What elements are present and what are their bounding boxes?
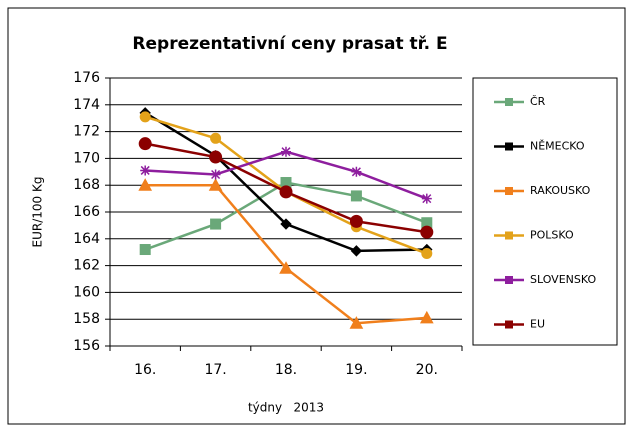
legend-swatch [505, 187, 513, 195]
y-tick-label: 170 [73, 150, 100, 166]
marker [209, 150, 223, 164]
marker [138, 137, 152, 151]
legend-label: SLOVENSKO [530, 273, 596, 286]
x-tick-label: 19. [345, 362, 367, 378]
x-tick-label: 17. [204, 362, 226, 378]
chart-title: Reprezentativní ceny prasat tř. E [132, 34, 447, 54]
legend-label: RAKOUSKO [530, 184, 591, 197]
legend-label: POLSKO [530, 229, 574, 242]
legend-swatch [505, 320, 513, 329]
marker [420, 225, 434, 239]
marker [350, 190, 362, 202]
marker [421, 193, 432, 204]
marker [139, 111, 151, 123]
legend-swatch [505, 98, 513, 106]
marker [140, 165, 151, 176]
marker [281, 146, 291, 157]
legend-swatch [505, 231, 513, 240]
marker [138, 178, 153, 191]
legend-box [472, 77, 618, 346]
marker [210, 132, 222, 144]
legend-label: EU [530, 318, 545, 331]
y-tick-label: 162 [73, 258, 100, 274]
marker [139, 244, 151, 256]
y-tick-label: 166 [73, 204, 100, 220]
x-tick-label: 16. [134, 362, 156, 378]
legend-swatch [505, 142, 513, 151]
y-tick-label: 158 [73, 311, 100, 327]
marker [421, 248, 433, 260]
y-tick-label: 176 [73, 70, 100, 86]
marker [419, 310, 434, 324]
marker [349, 214, 363, 228]
y-tick-label: 174 [73, 97, 100, 113]
marker [351, 166, 362, 177]
legend-swatch [505, 276, 513, 284]
marker [280, 218, 292, 230]
y-tick-label: 172 [73, 124, 100, 140]
marker [349, 316, 364, 329]
y-tick-label: 160 [73, 284, 100, 300]
y-axis-label: EUR/100 Kg [31, 177, 45, 248]
marker [210, 218, 222, 230]
legend-label: NĚMECKO [530, 140, 585, 153]
marker [208, 178, 223, 191]
y-tick-label: 164 [73, 231, 100, 247]
y-tick-label: 168 [73, 177, 100, 193]
marker [279, 261, 293, 274]
x-tick-label: 18. [275, 362, 297, 378]
x-tick-label: 20. [416, 362, 438, 378]
y-tick-label: 156 [73, 338, 100, 354]
marker [279, 185, 293, 199]
marker [210, 169, 221, 180]
marker [350, 245, 363, 257]
legend-label: ČR [530, 95, 546, 108]
x-axis-label: týdny 2013 [248, 401, 324, 415]
